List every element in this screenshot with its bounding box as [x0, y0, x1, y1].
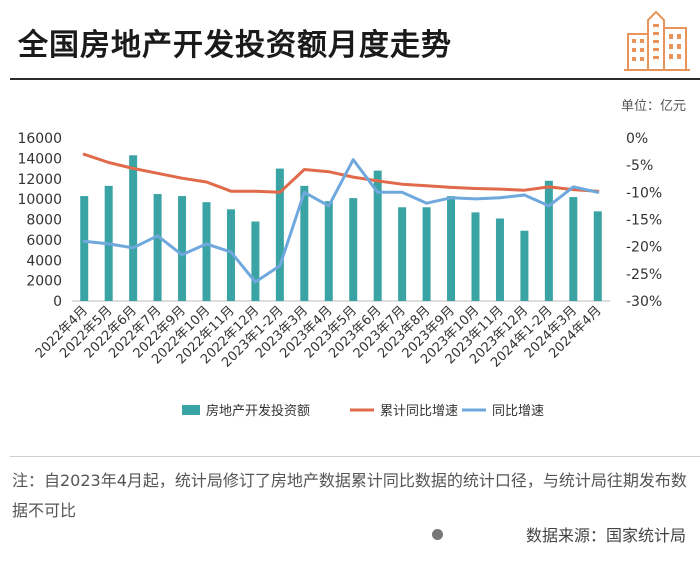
right-axis-tick-label: -15% — [626, 213, 662, 229]
bar — [300, 185, 309, 301]
right-axis-tick-label: -5% — [626, 158, 653, 174]
right-axis-tick-label: -10% — [626, 185, 662, 201]
left-axis-tick-label: 4000 — [26, 253, 62, 269]
left-axis-tick-label: 10000 — [17, 192, 62, 208]
bar — [349, 198, 358, 301]
left-axis-tick-label: 12000 — [17, 172, 62, 188]
bar — [447, 196, 456, 301]
bar — [593, 211, 602, 301]
bar — [226, 209, 235, 301]
bar — [178, 196, 187, 301]
footer-divider — [10, 456, 700, 457]
bar — [153, 194, 162, 301]
bar — [520, 230, 529, 301]
unit-label: 单位：亿元 — [620, 99, 686, 114]
bar — [80, 196, 89, 301]
left-axis-tick-label: 6000 — [26, 233, 62, 249]
bar — [398, 207, 407, 301]
legend-label: 房地产开发投资额 — [206, 403, 310, 419]
bar — [251, 221, 260, 301]
right-axis-tick-label: -30% — [626, 294, 662, 310]
right-axis-tick-label: 0% — [626, 131, 648, 147]
bar — [202, 202, 211, 301]
bar — [471, 212, 480, 301]
bullet-dot-icon — [432, 529, 443, 540]
yoy-growth-line — [82, 158, 600, 284]
legend-label: 同比增速 — [492, 404, 544, 419]
bar — [373, 170, 382, 301]
data-source: 数据来源：国家统计局 — [525, 526, 686, 545]
right-axis-tick-label: -20% — [626, 240, 662, 256]
left-axis-tick-label: 2000 — [26, 274, 62, 290]
bar — [495, 218, 504, 301]
right-axis-tick-label: -25% — [626, 267, 662, 283]
left-axis-tick-label: 16000 — [17, 131, 62, 147]
bar — [129, 155, 138, 301]
legend-label: 累计同比增速 — [380, 404, 458, 419]
legend-swatch-bar — [182, 405, 200, 415]
bar — [275, 168, 284, 301]
left-axis-tick-label: 14000 — [17, 151, 62, 167]
building-logo-icon — [624, 10, 690, 71]
left-axis-tick-label: 8000 — [26, 213, 62, 229]
title-divider — [10, 78, 700, 80]
bar — [569, 197, 578, 301]
chart-title: 全国房地产开发投资额月度走势 — [18, 28, 452, 63]
investment-chart: 0 2000 4000 6000 8000 10000 12000 14000 16000 0% -… — [17, 131, 662, 419]
left-axis-tick-label: 0 — [53, 294, 62, 310]
bar — [422, 207, 431, 301]
footnote: 注：自2023年4月起，统计局修订了房地产数据累计同比数据的统计口径，与统计局往… — [12, 471, 687, 520]
cumulative-growth-line — [82, 152, 600, 194]
bar — [324, 201, 333, 301]
legend: 房地产开发投资额 累计同比增速 同比增速 — [182, 403, 544, 419]
bar — [544, 180, 553, 301]
